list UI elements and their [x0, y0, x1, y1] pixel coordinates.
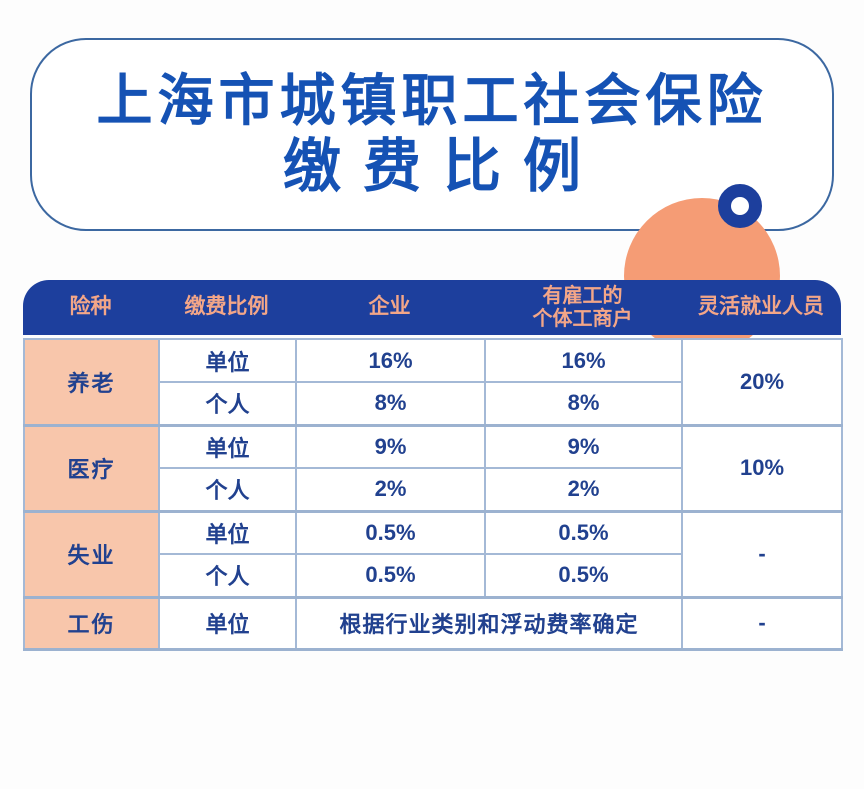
- cell-rate-enterprise: 8%: [295, 381, 486, 426]
- title-card: 上海市城镇职工社会保险 缴费比例: [30, 38, 834, 231]
- table-row: 个人 0.5% 0.5%: [24, 553, 842, 598]
- cell-rate-individual-business: 0.5%: [484, 509, 683, 555]
- page-title-line1: 上海市城镇职工社会保险: [96, 68, 768, 132]
- cell-rate-enterprise: 0.5%: [295, 553, 486, 598]
- cell-rate-individual-business: 9%: [484, 423, 683, 469]
- cell-flexible-rate: 20%: [681, 338, 843, 426]
- cell-note: 根据行业类别和浮动费率确定: [295, 595, 683, 651]
- header-cell-flexible-employment: 灵活就业人员: [698, 295, 824, 319]
- header-cell-contribution-ratio: 缴费比例: [184, 295, 269, 319]
- cell-flexible-rate: -: [681, 509, 843, 598]
- table-row: 医疗 单位 9% 9% 10%: [23, 423, 843, 512]
- table-row: 工伤 单位 根据行业类别和浮动费率确定 -: [23, 595, 843, 651]
- cell-rate-enterprise: 0.5%: [295, 509, 486, 555]
- cell-insurance-type: 失业: [23, 509, 160, 598]
- cell-insurance-type: 医疗: [23, 423, 160, 512]
- cell-rate-enterprise: 2%: [295, 467, 486, 512]
- header-cell-enterprise: 企业: [368, 295, 411, 319]
- cell-insurance-type: 工伤: [23, 595, 160, 651]
- table-row: 养老 单位 16% 16% 20%: [23, 338, 843, 426]
- table-row: 个人 8% 8%: [24, 381, 842, 426]
- header-cell-insurance-type: 险种: [69, 295, 112, 319]
- donut-ring-icon: [718, 184, 762, 228]
- cell-insurance-type: 养老: [23, 338, 160, 426]
- page-title-line2: 缴费比例: [282, 134, 603, 200]
- cell-rate-individual-business: 0.5%: [484, 553, 683, 598]
- cell-rate-individual-business: 8%: [484, 381, 683, 426]
- table-row: 个人 2% 2%: [24, 467, 842, 512]
- table-row: 失业 单位 0.5% 0.5% -: [23, 509, 843, 598]
- cell-payer: 单位: [158, 338, 297, 383]
- table-header-row: 险种 缴费比例 企业 有雇工的 个体工商户 灵活就业人员: [23, 280, 841, 335]
- cell-flexible-rate: 10%: [681, 423, 843, 512]
- cell-rate-enterprise: 9%: [295, 423, 486, 469]
- cell-payer: 个人: [158, 467, 297, 512]
- table-body: 养老 单位 16% 16% 20% 个人 8% 8% 医疗 单位 9% 9%: [23, 338, 843, 651]
- cell-payer: 个人: [158, 381, 297, 426]
- cell-rate-individual-business: 16%: [484, 338, 683, 383]
- cell-flexible-rate: -: [681, 595, 843, 651]
- cell-payer: 单位: [158, 595, 297, 651]
- cell-payer: 单位: [158, 423, 297, 469]
- cell-payer: 单位: [158, 509, 297, 555]
- header-cell-individual-business: 有雇工的 个体工商户: [532, 284, 633, 330]
- cell-rate-enterprise: 16%: [295, 338, 486, 383]
- cell-rate-individual-business: 2%: [484, 467, 683, 512]
- rates-table: 险种 缴费比例 企业 有雇工的 个体工商户 灵活就业人员 养老 单位 16% 1…: [23, 280, 843, 651]
- cell-payer: 个人: [158, 553, 297, 598]
